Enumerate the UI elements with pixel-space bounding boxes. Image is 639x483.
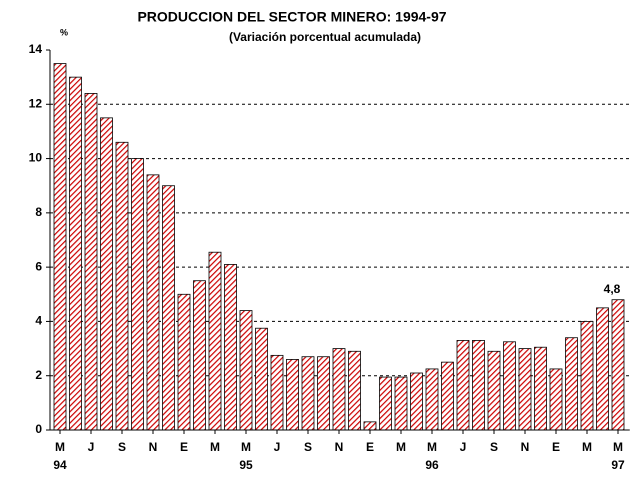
x-tick-label: M — [582, 440, 592, 454]
x-tick-label: N — [149, 440, 158, 454]
bar — [611, 299, 625, 431]
bar — [270, 354, 284, 431]
bar — [503, 341, 516, 431]
x-tick-label: S — [304, 440, 312, 454]
bar — [410, 372, 423, 431]
x-tick-label: M — [396, 440, 406, 454]
x-tick-label: M — [613, 440, 623, 454]
y-unit-label: % — [60, 27, 68, 37]
x-tick-label: M — [210, 440, 220, 454]
x-year-label: 95 — [239, 458, 253, 472]
bar — [115, 141, 129, 431]
bar — [69, 76, 82, 431]
x-tick-label: E — [180, 440, 188, 454]
bar — [100, 117, 113, 431]
x-tick-label: M — [241, 440, 251, 454]
bar — [332, 348, 346, 431]
x-year-label: 94 — [53, 458, 67, 472]
bar — [53, 63, 67, 431]
y-tick-label: 14 — [29, 42, 43, 56]
bar — [565, 337, 578, 431]
x-tick-label: M — [427, 440, 437, 454]
bar — [193, 280, 206, 431]
x-tick-label: N — [335, 440, 344, 454]
bar — [518, 348, 532, 431]
bar — [286, 359, 299, 431]
bar — [301, 356, 315, 431]
bar — [239, 310, 253, 431]
bar — [487, 350, 501, 431]
x-tick-label: N — [521, 440, 530, 454]
bar — [534, 346, 547, 431]
bar — [208, 251, 222, 431]
y-tick-label: 12 — [29, 96, 43, 110]
bar — [177, 293, 191, 431]
y-tick-label: 10 — [29, 151, 43, 165]
bar — [224, 264, 237, 431]
bar — [84, 93, 98, 431]
x-tick-label: J — [460, 440, 467, 454]
x-year-label: 96 — [425, 458, 439, 472]
x-tick-label: S — [118, 440, 126, 454]
y-tick-label: 6 — [35, 259, 42, 273]
x-tick-label: S — [490, 440, 498, 454]
x-tick-label: J — [274, 440, 281, 454]
bar — [162, 185, 175, 431]
bar — [131, 158, 144, 431]
bar — [596, 307, 609, 431]
x-tick-label: E — [552, 440, 560, 454]
bar — [425, 368, 439, 431]
bar — [363, 421, 377, 431]
y-tick-label: 2 — [35, 368, 42, 382]
x-tick-label: M — [55, 440, 65, 454]
x-tick-label: J — [88, 440, 95, 454]
x-year-label: 97 — [611, 458, 625, 472]
value-label: 4,8 — [604, 282, 621, 296]
chart-subtitle: (Variación porcentual acumulada) — [229, 30, 421, 44]
bar — [255, 327, 268, 431]
y-tick-label: 8 — [35, 205, 42, 219]
bar — [379, 376, 392, 431]
bar — [441, 361, 454, 431]
bar — [549, 368, 563, 431]
bar — [146, 174, 160, 431]
bar — [456, 340, 470, 431]
bar — [580, 321, 594, 431]
y-tick-label: 0 — [35, 422, 42, 436]
bar — [348, 350, 361, 431]
bar — [472, 340, 485, 431]
y-tick-label: 4 — [35, 314, 42, 328]
bar — [394, 376, 408, 431]
x-tick-label: E — [366, 440, 374, 454]
chart-title: PRODUCCION DEL SECTOR MINERO: 1994-97 — [137, 9, 446, 25]
bar — [317, 356, 330, 431]
